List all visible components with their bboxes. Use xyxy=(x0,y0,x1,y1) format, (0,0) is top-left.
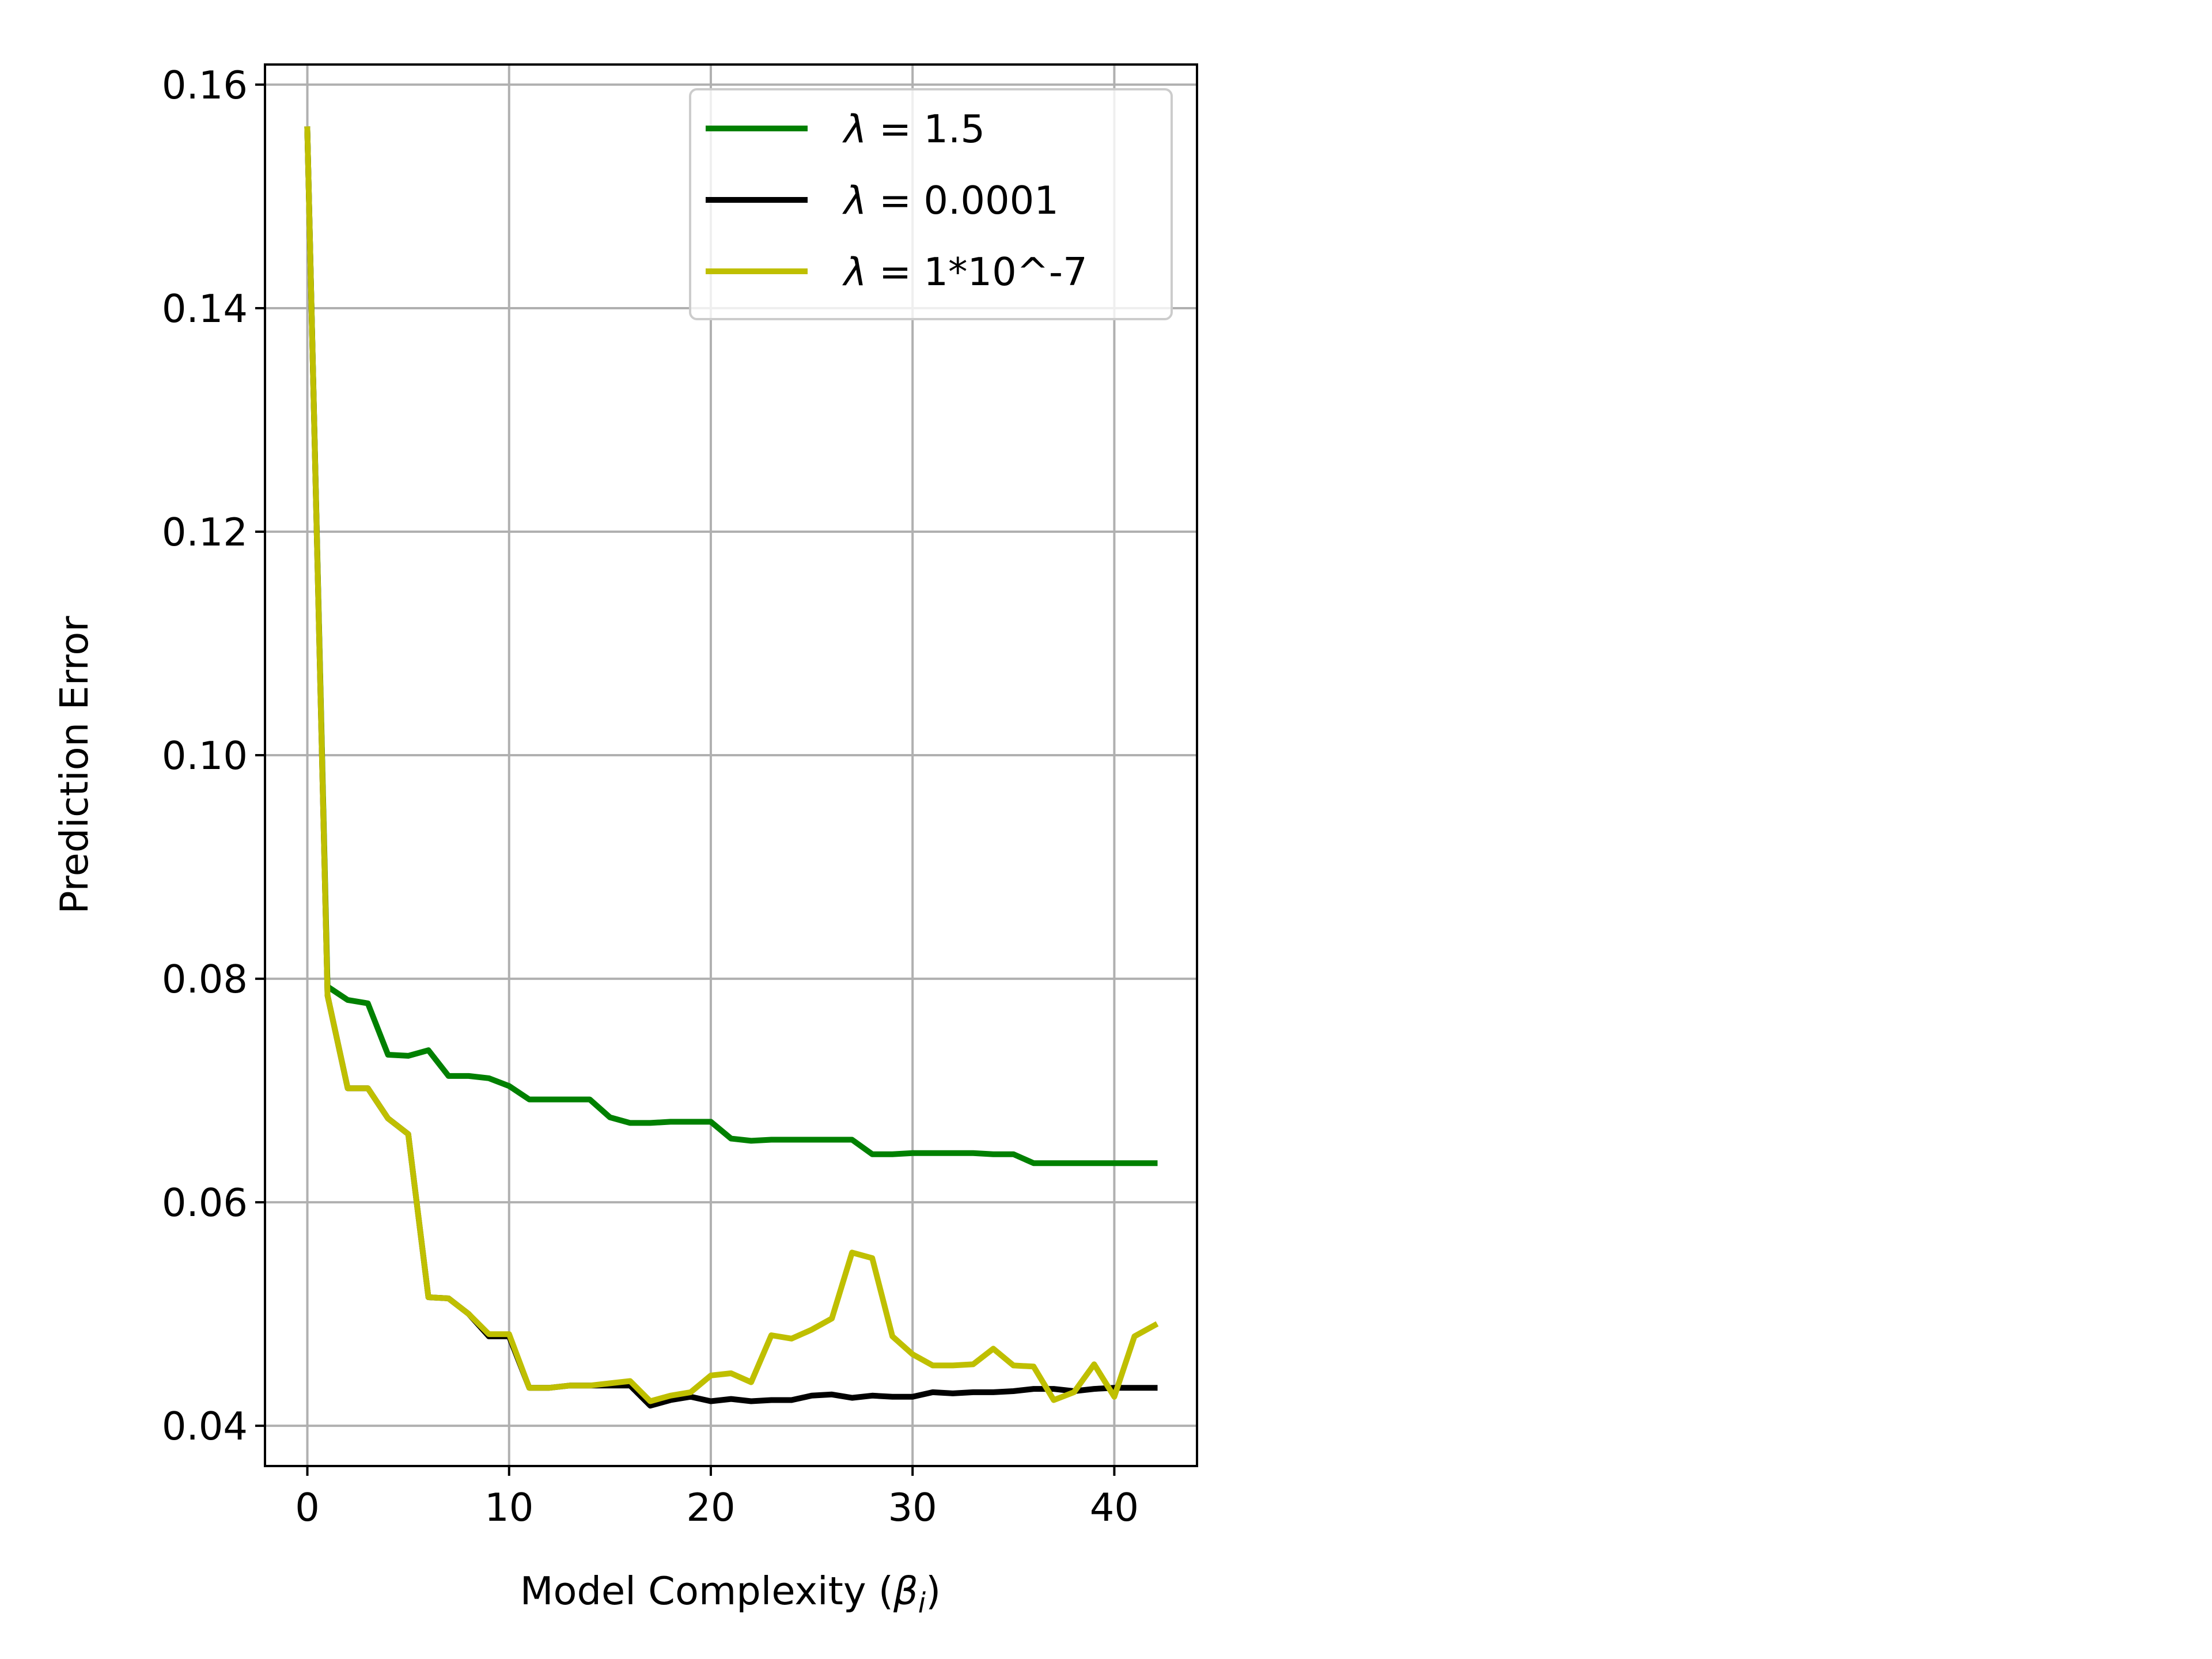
y-axis-label: Prediction Error xyxy=(52,616,97,914)
x-tick-label: 30 xyxy=(888,1485,937,1530)
y-tick-label: 0.12 xyxy=(162,510,248,555)
series-line-2 xyxy=(304,126,1159,1404)
legend-label-2: λ = 1*10^-7 xyxy=(842,249,1088,294)
y-tick-label: 0.08 xyxy=(162,957,248,1002)
plot-frame xyxy=(264,63,1198,1467)
x-tick-label: 10 xyxy=(484,1485,533,1530)
x-tick-label: 0 xyxy=(295,1485,320,1530)
ticks: 0 10 20 30 40 0.04 0.06 0.08 0.10 0.12 0.14 0.16 xyxy=(162,63,1139,1530)
y-tick-label: 0.16 xyxy=(162,63,248,108)
legend-box xyxy=(689,88,1173,320)
legend-label-1: λ = 0.0001 xyxy=(842,178,1059,223)
series-line-0 xyxy=(304,126,1158,1166)
y-tick-label: 0.04 xyxy=(162,1404,248,1449)
x-tick-label: 40 xyxy=(1090,1485,1139,1530)
legend-label-0: λ = 1.5 xyxy=(842,107,985,151)
legend: λ = 1.5 λ = 0.0001 λ = 1*10^-7 xyxy=(689,88,1173,320)
x-axis-label: Model Complexity (βi) xyxy=(520,1569,941,1619)
y-tick-label: 0.14 xyxy=(162,286,248,331)
y-tick-label: 0.06 xyxy=(162,1180,248,1225)
y-tick-label: 0.10 xyxy=(162,733,248,778)
x-tick-label: 20 xyxy=(686,1485,735,1530)
series-layer xyxy=(304,126,1159,1409)
